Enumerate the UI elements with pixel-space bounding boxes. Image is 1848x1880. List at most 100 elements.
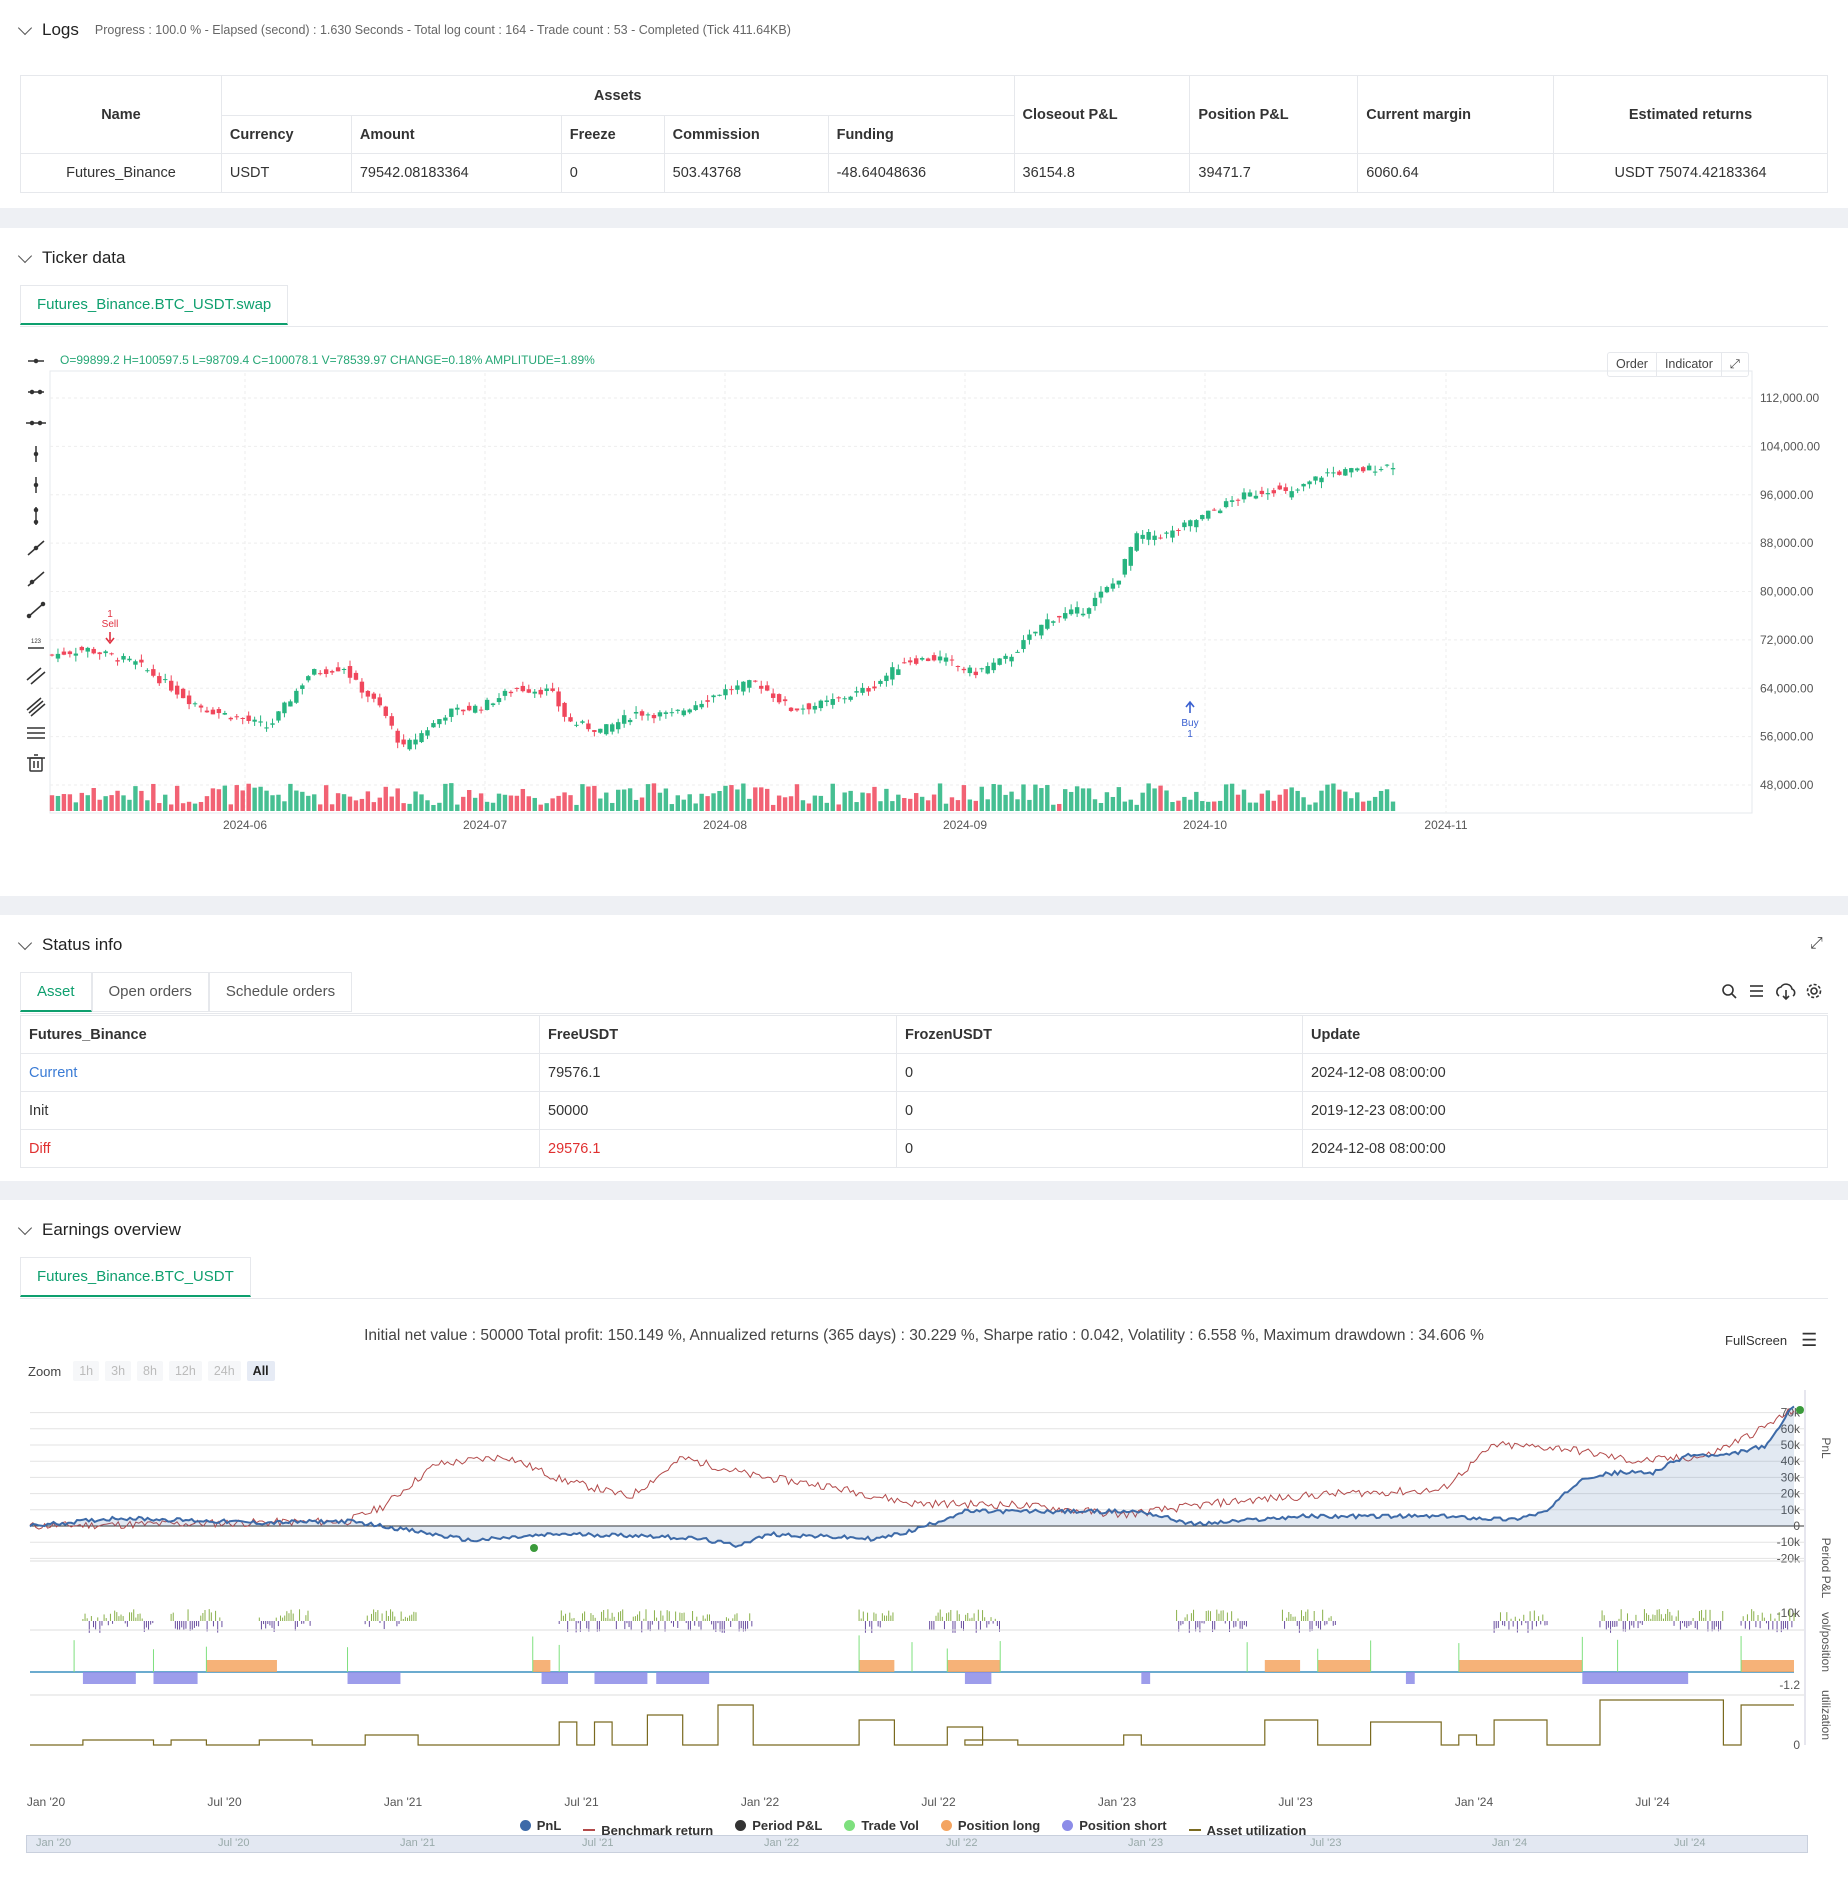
trend-line-icon[interactable] [27,540,45,556]
tab-schedule-orders[interactable]: Schedule orders [208,972,353,1012]
volume-bar [270,795,275,811]
legend-item[interactable]: PnL [519,1818,561,1833]
horizontal-line-icon[interactable] [28,358,44,364]
collapse-chevron-icon[interactable] [17,1220,33,1235]
candle-body [1027,634,1032,640]
vertical-segment-icon[interactable] [33,507,39,525]
candle-body [580,721,585,723]
zoom-all[interactable]: All [246,1361,275,1381]
candle-body [180,688,186,699]
price-label-icon[interactable]: 123 [28,639,44,649]
row-label-current[interactable]: Current [20,1053,540,1092]
volume-bar [890,801,895,811]
candle-body [97,652,102,655]
zoom-8h[interactable]: 8h [137,1361,163,1381]
zoom-24h[interactable]: 24h [207,1361,241,1381]
indicator-button[interactable]: Indicator [1657,353,1722,376]
zoom-12h[interactable]: 12h [168,1361,202,1381]
ray-icon[interactable] [27,571,45,587]
gear-icon[interactable] [1806,983,1822,999]
candle-body [842,698,847,700]
volume-bar [586,786,591,811]
parallel-channel-icon[interactable] [26,667,46,685]
expand-icon[interactable]: ⤢ [1729,357,1740,371]
horizontal-ray-icon[interactable] [28,389,44,395]
tab-earnings-symbol[interactable]: Futures_Binance.BTC_USDT [20,1257,251,1297]
search-icon[interactable] [1722,984,1737,999]
zoom-3h[interactable]: 3h [105,1361,132,1381]
volume-bar [1068,791,1074,811]
earnings-header[interactable]: Earnings overview [17,1220,181,1240]
ohlc-change: CHANGE=0.18% [390,353,483,367]
vertical-ray-icon[interactable] [33,477,39,493]
earnings-chart[interactable]: 70k60k50k40k30k20k10k0-10k-20kPnLPeriod … [0,1390,1848,1830]
navigator-tick-label: Jul '20 [218,1837,250,1849]
zoom-bar: Zoom 1h 3h 8h 12h 24h All [28,1361,281,1381]
legend-item[interactable]: Period P&L [735,1818,822,1833]
legend-item[interactable]: Asset utilization [1188,1823,1306,1838]
collapse-chevron-icon[interactable] [17,20,33,35]
volume-bar [800,800,806,811]
fullscreen-button[interactable]: FullScreen ☰ [1725,1330,1817,1351]
logs-header[interactable]: Logs Progress : 100.0 % - Elapsed (secon… [17,20,791,40]
fib-channel-icon[interactable] [26,697,46,717]
tab-open-orders[interactable]: Open orders [91,972,209,1012]
candle-body [794,708,800,711]
navigator-tick-label: Jul '22 [946,1837,978,1849]
tab-ticker-symbol[interactable]: Futures_Binance.BTC_USDT.swap [20,285,289,325]
chart-legend: PnL Benchmark return Period P&L Trade Vol Po… [0,1818,1848,1838]
ohlc-low: L=98709.4 [192,353,250,367]
candle-body [1146,531,1151,540]
cloud-download-icon[interactable] [1776,983,1796,1001]
volume-bar [61,794,67,811]
volume-bar [121,795,126,811]
legend-item[interactable]: Benchmark return [583,1823,713,1838]
navigator-tick-label: Jul '21 [582,1837,614,1849]
candle-body [806,703,812,710]
candle-body [616,722,621,730]
candle-body [246,715,251,721]
y-tick-label: 56,000.00 [1760,730,1814,744]
vertical-line-icon[interactable] [33,446,39,462]
legend-item[interactable]: Position long [940,1818,1040,1833]
ticker-header[interactable]: Ticker data [17,248,125,268]
list-icon[interactable] [1750,985,1763,997]
fullscreen-icon[interactable]: ⤢ [1810,935,1823,952]
candle-body [79,646,84,651]
position-long-block [1741,1660,1794,1672]
candle-body [1110,583,1116,589]
candlestick-chart[interactable]: 112,000.00 104,000.00 96,000.00 88,000.00 80… [0,328,1848,888]
candle-body [1313,476,1318,481]
volume-bar [258,786,263,811]
fib-retracement-icon[interactable] [27,727,45,739]
candle-body [1301,483,1306,487]
range-navigator[interactable] [26,1835,1808,1853]
zoom-1h[interactable]: 1h [73,1361,100,1381]
collapse-chevron-icon[interactable] [17,935,33,950]
volume-bar [979,786,984,811]
candle-body [991,662,996,671]
volume-bar [210,788,216,811]
candle-body [1122,559,1127,575]
segment-icon[interactable] [26,601,46,619]
volume-bar [931,794,937,811]
volume-bar [1039,788,1044,811]
order-button[interactable]: Order [1608,353,1657,376]
pnl-tick-label: 30k [1781,1470,1801,1484]
menu-icon[interactable]: ☰ [1801,1330,1818,1350]
collapse-chevron-icon[interactable] [17,248,33,263]
fullscreen-label[interactable]: FullScreen [1725,1333,1788,1348]
volume-bar [568,795,573,811]
candle-body [1307,481,1312,485]
volume-bar [1033,784,1038,811]
legend-item[interactable]: Position short [1062,1818,1167,1833]
volume-bar [1080,788,1086,811]
candle-body [103,651,108,654]
trash-icon[interactable] [27,754,45,772]
volume-bar [937,783,943,811]
legend-item[interactable]: Trade Vol [844,1818,919,1833]
extended-line-icon[interactable] [26,420,46,426]
candle-body [264,727,269,729]
tab-asset[interactable]: Asset [20,972,92,1012]
status-header[interactable]: Status info [17,935,122,955]
